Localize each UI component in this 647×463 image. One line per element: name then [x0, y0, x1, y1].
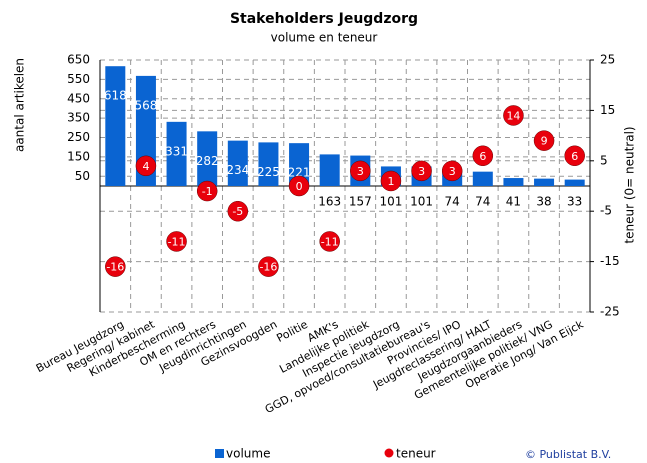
bar — [319, 154, 340, 186]
x-tick-label: Politie — [274, 318, 310, 345]
bar — [258, 142, 279, 186]
marker — [166, 231, 187, 252]
bar-value-label: 33 — [567, 195, 582, 209]
marker — [196, 180, 218, 202]
marker-value-label: -16 — [106, 261, 124, 274]
marker — [135, 155, 157, 177]
y-tick-label: 650 — [67, 53, 90, 67]
marker-value-label: 1 — [387, 175, 394, 188]
chart-title: Stakeholders Jeugdzorg — [230, 11, 418, 27]
chart-subtitle: volume en teneur — [271, 31, 378, 45]
bar-value-label: 163 — [318, 195, 341, 209]
y-tick-label: 150 — [67, 149, 90, 163]
legend-swatch — [215, 449, 224, 458]
marker — [472, 145, 494, 167]
bar — [166, 121, 187, 186]
marker-value-label: -5 — [232, 205, 243, 218]
y2-tick-label: 5 — [600, 153, 608, 167]
marker-value-label: 14 — [506, 109, 520, 122]
y-tick-label: 50 — [75, 169, 90, 183]
marker — [411, 160, 432, 182]
y-tick-label: 350 — [67, 111, 90, 125]
bar-value-label: 225 — [257, 165, 280, 179]
bar-value-label: 41 — [506, 195, 521, 209]
bar-value-label: 282 — [196, 154, 219, 168]
bar — [564, 179, 585, 186]
marker-value-label: -11 — [321, 235, 339, 248]
y-tick-label: 550 — [67, 72, 90, 86]
marker-value-label: 6 — [479, 150, 486, 163]
y2-axis-label: teneur (0= neutral) — [623, 126, 637, 243]
bar — [105, 66, 126, 186]
bar — [289, 143, 310, 186]
marker-value-label: -11 — [168, 235, 186, 248]
bar — [197, 131, 218, 186]
marker — [533, 130, 555, 151]
marker — [380, 170, 402, 192]
bar-value-label: 74 — [475, 195, 490, 209]
marker-value-label: 0 — [296, 180, 303, 193]
bar-value-label: 568 — [134, 98, 157, 112]
bar — [227, 140, 248, 186]
y2-tick-label: 15 — [600, 103, 615, 117]
marker-value-label: 6 — [571, 150, 578, 163]
bar — [472, 171, 493, 186]
marker-value-label: 9 — [541, 135, 548, 148]
bar-value-label: 157 — [349, 195, 372, 209]
y-tick-label: 450 — [67, 91, 90, 105]
legend-swatch — [384, 448, 394, 458]
marker-value-label: 3 — [357, 165, 364, 178]
y2-tick-label: -15 — [600, 254, 620, 268]
copyright: © Publistat B.V. — [525, 448, 611, 461]
marker — [319, 231, 340, 252]
y-axis-label: aantal artikelen — [13, 58, 27, 152]
marker-value-label: -16 — [259, 261, 277, 274]
y2-tick-label: -25 — [600, 305, 620, 319]
y2-tick-label: -5 — [600, 204, 612, 218]
marker — [288, 175, 310, 197]
bar-value-label: 38 — [536, 195, 551, 209]
marker — [350, 160, 371, 182]
marker — [105, 256, 126, 277]
marker-value-label: 4 — [142, 160, 149, 173]
legend-label: teneur — [396, 447, 436, 461]
bar-value-label: 331 — [165, 144, 188, 158]
marker — [258, 256, 279, 277]
marker — [227, 200, 249, 222]
bar-value-label: 101 — [410, 195, 433, 209]
bar-value-label: 234 — [226, 163, 249, 177]
y2-tick-label: 25 — [600, 53, 615, 67]
bar — [534, 178, 555, 186]
marker-value-label: 3 — [449, 165, 456, 178]
bar-value-label: 221 — [288, 166, 311, 180]
bar-value-label: 618 — [104, 89, 127, 103]
marker — [503, 105, 524, 126]
bar-value-label: 101 — [379, 195, 402, 209]
marker — [564, 145, 585, 167]
legend-label: volume — [226, 447, 270, 461]
bar-value-label: 74 — [445, 195, 460, 209]
marker-value-label: -1 — [202, 185, 213, 198]
marker — [441, 160, 463, 182]
marker-value-label: 3 — [418, 165, 425, 178]
y-tick-label: 250 — [67, 130, 90, 144]
bar — [503, 178, 524, 186]
